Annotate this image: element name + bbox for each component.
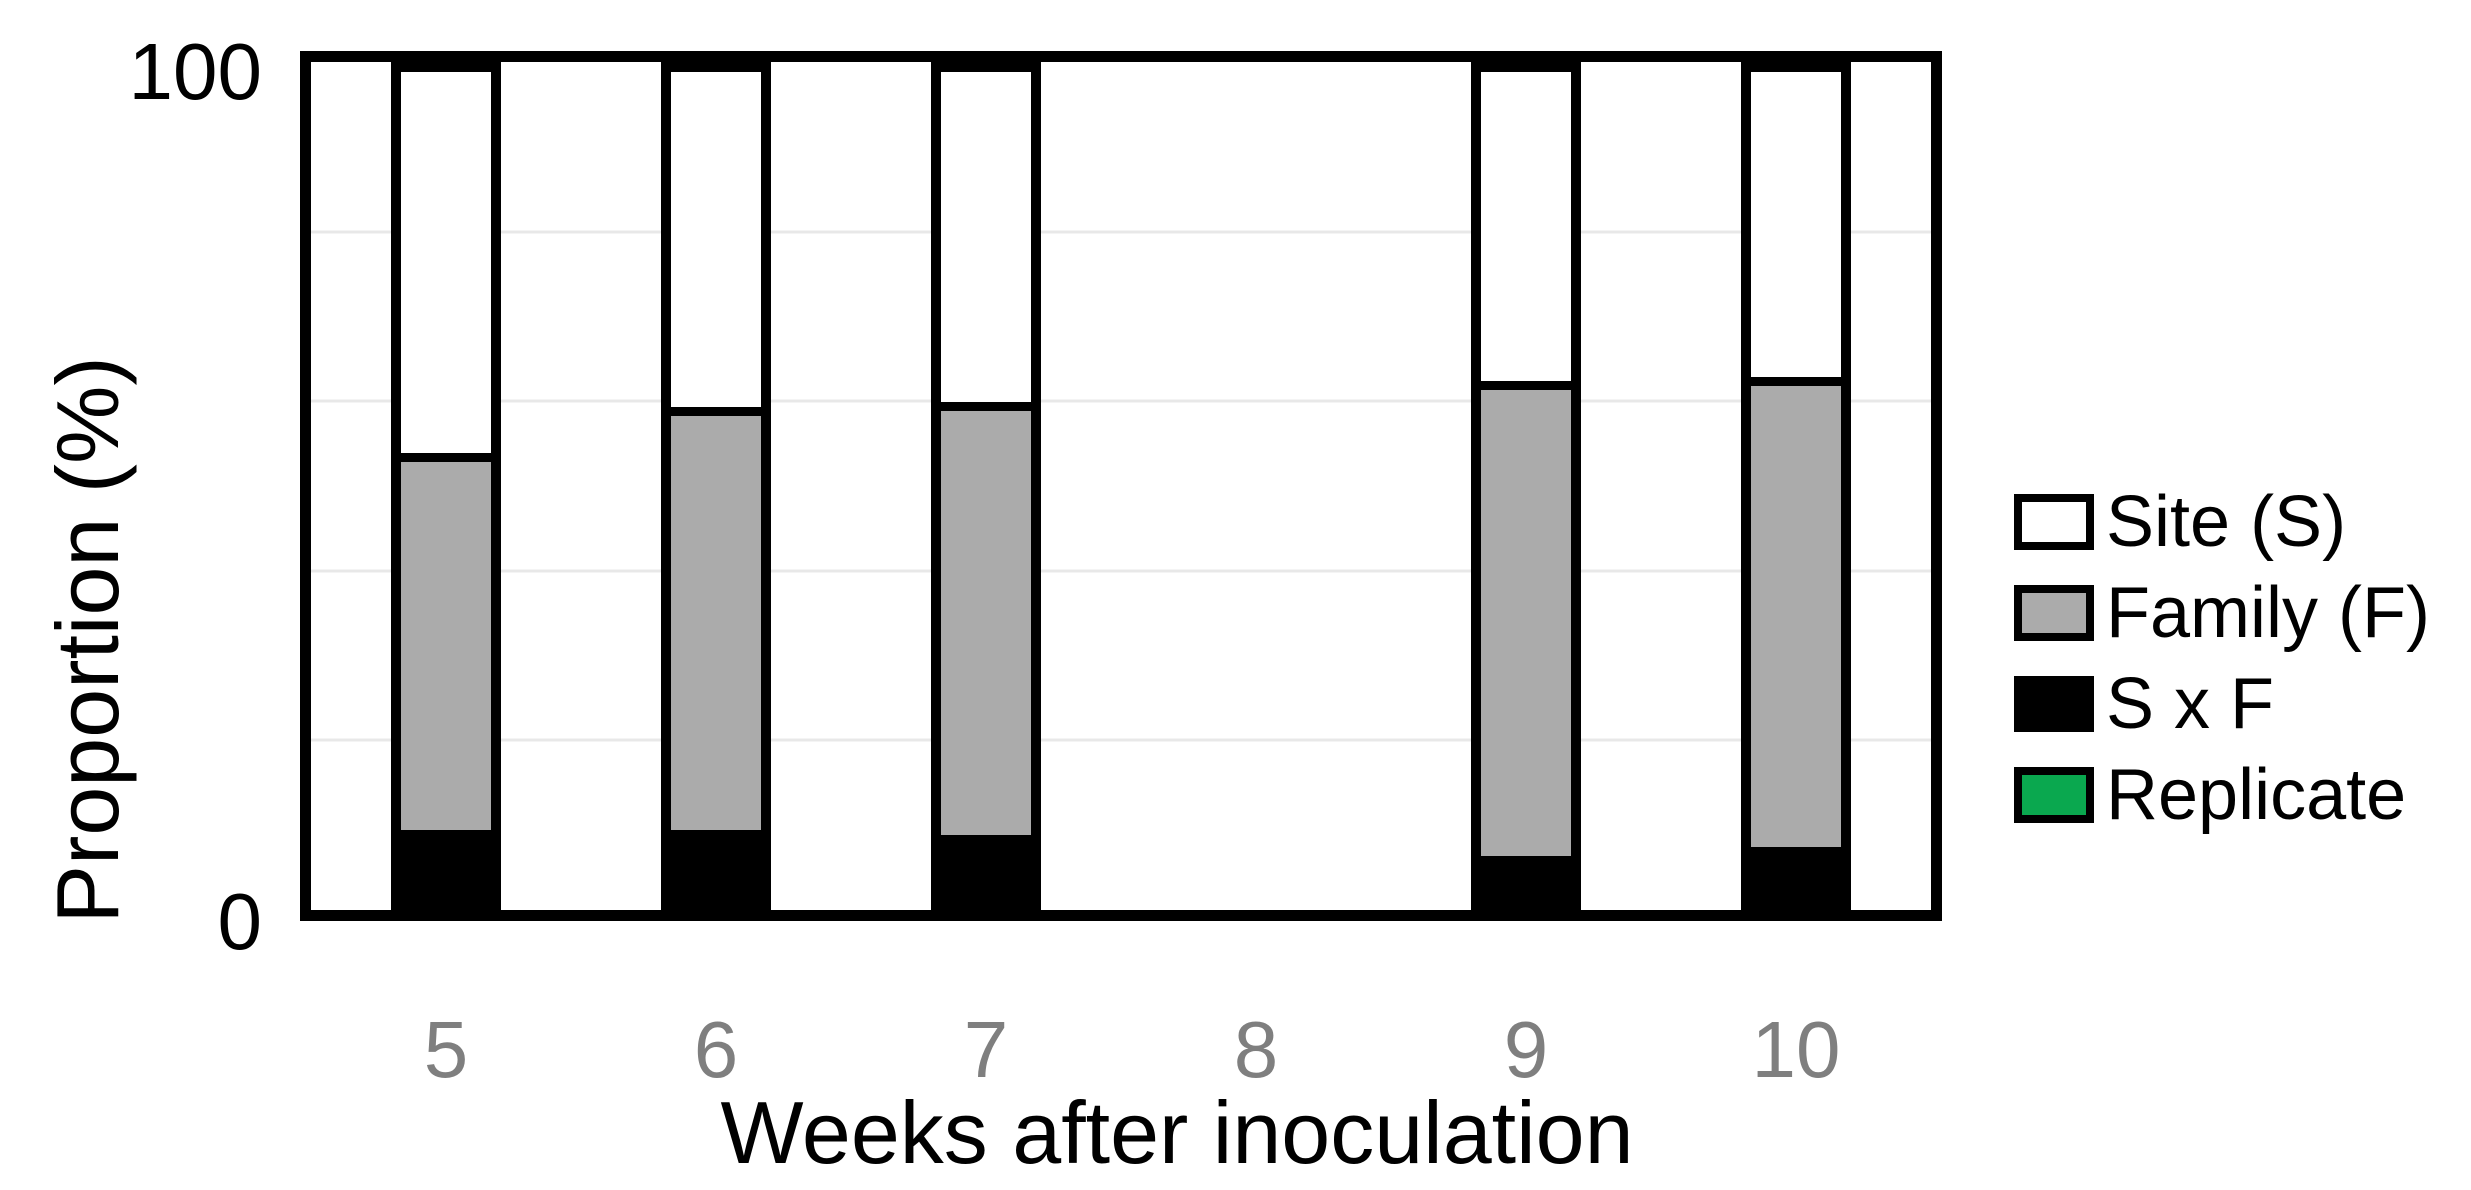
legend-swatch-icon	[2014, 676, 2094, 732]
legend-swatch-icon	[2014, 585, 2094, 641]
x-tick-9: 9	[1503, 1005, 1549, 1094]
segment-site-s--week-6	[671, 72, 761, 416]
grid-line-20	[311, 738, 1931, 742]
bar-week-10	[1741, 62, 1851, 910]
segment-s-x-f-week-5	[401, 830, 491, 910]
segment-s-x-f-week-9	[1481, 855, 1571, 910]
segment-family-f--week-10	[1751, 386, 1841, 848]
segment-site-s--week-5	[401, 72, 491, 462]
x-tick-7: 7	[963, 1005, 1009, 1094]
legend-label: Family (F)	[2106, 573, 2430, 653]
y-tick-0: 0	[217, 877, 263, 966]
legend-swatch-icon	[2014, 494, 2094, 550]
legend-swatch-icon	[2014, 767, 2094, 823]
segment-site-s--week-10	[1751, 72, 1841, 387]
legend-label: S x F	[2106, 664, 2275, 744]
segment-s-x-f-week-10	[1751, 847, 1841, 910]
bar-week-7	[931, 62, 1041, 910]
legend-label: Replicate	[2106, 755, 2407, 835]
grid-line-40	[311, 569, 1931, 573]
bar-week-6	[661, 62, 771, 910]
grid-line-80	[311, 230, 1931, 234]
x-tick-8: 8	[1233, 1005, 1279, 1094]
grid-line-60	[311, 399, 1931, 403]
bar-week-9	[1471, 62, 1581, 910]
plot-inner	[311, 62, 1931, 910]
segment-family-f--week-5	[401, 461, 491, 831]
segment-s-x-f-week-6	[671, 830, 761, 910]
x-tick-10: 10	[1751, 1005, 1841, 1094]
x-tick-5: 5	[423, 1005, 469, 1094]
legend-label: Site (S)	[2106, 482, 2347, 562]
segment-s-x-f-week-7	[941, 834, 1031, 910]
plot-area	[300, 51, 1942, 921]
bar-week-5	[391, 62, 501, 910]
y-tick-100: 100	[128, 27, 262, 116]
segment-family-f--week-9	[1481, 390, 1571, 856]
x-axis-title: Weeks after inoculation	[720, 1083, 1634, 1182]
segment-site-s--week-7	[941, 72, 1031, 412]
segment-family-f--week-7	[941, 411, 1031, 835]
segment-site-s--week-9	[1481, 72, 1571, 391]
segment-family-f--week-6	[671, 415, 761, 831]
y-axis-title: Proportion (%)	[38, 356, 137, 924]
x-tick-6: 6	[693, 1005, 739, 1094]
